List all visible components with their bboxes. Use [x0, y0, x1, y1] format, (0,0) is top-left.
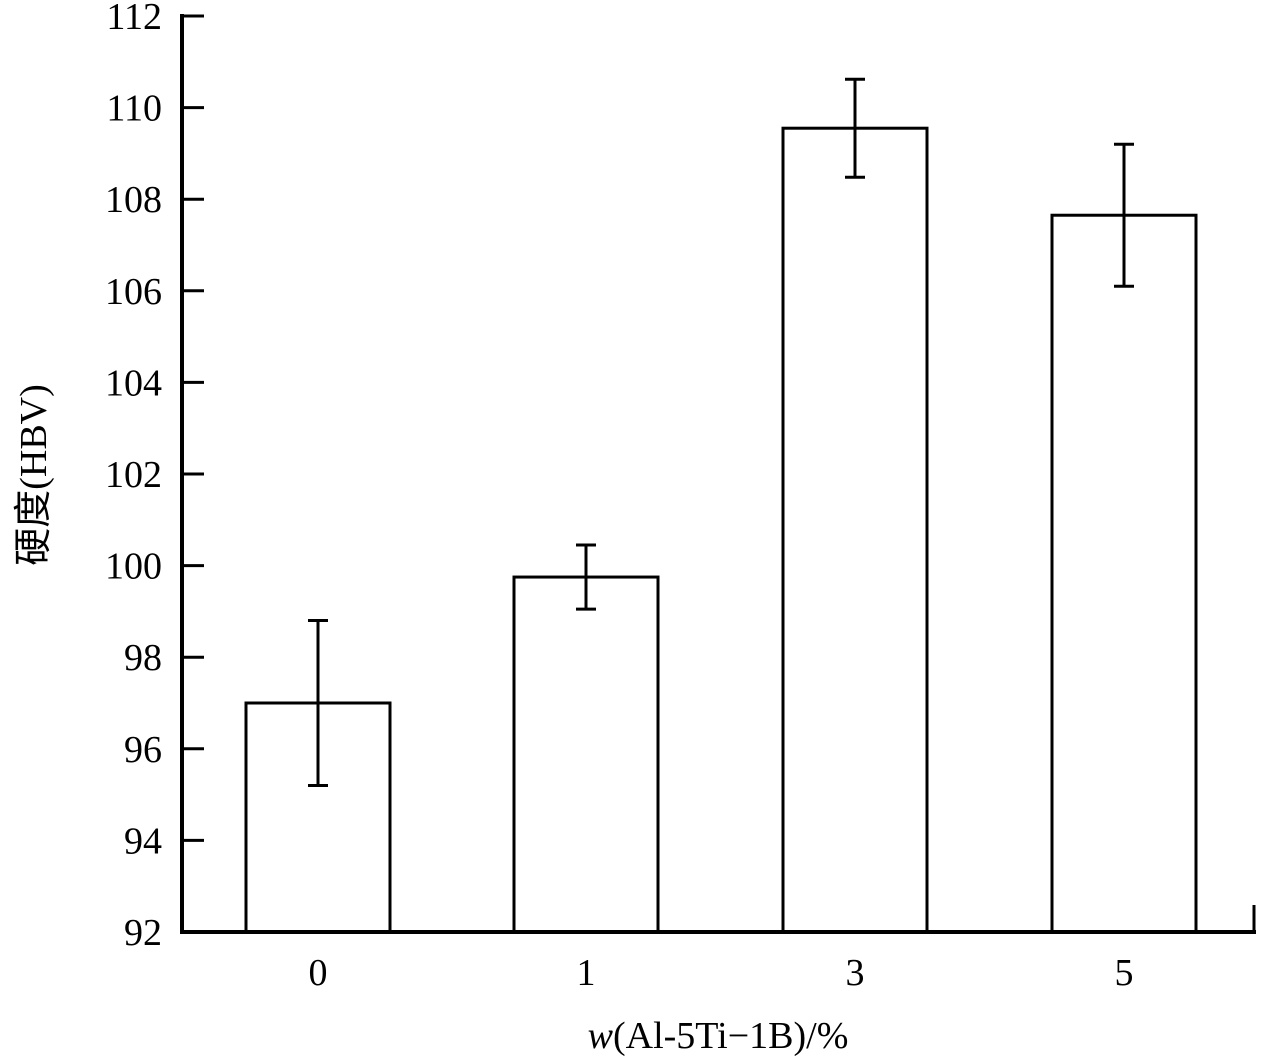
y-tick-label: 112	[106, 0, 162, 38]
y-tick-label: 106	[105, 271, 162, 313]
x-tick-label: 5	[1115, 952, 1134, 994]
y-tick-label: 92	[124, 912, 162, 954]
y-tick-label: 102	[105, 454, 162, 496]
y-tick-label: 94	[124, 820, 162, 862]
x-tick-label: 3	[846, 952, 865, 994]
y-tick-label: 96	[124, 729, 162, 771]
bar-1	[512, 575, 660, 934]
bars-layer	[244, 77, 1198, 934]
y-tick-label: 98	[124, 637, 162, 679]
x-axis-label: w(Al-5Ti−1B)/%	[588, 1015, 849, 1057]
y-tick-label: 108	[105, 179, 162, 221]
y-axis-label: 硬度(HBV)	[13, 384, 55, 566]
x-tick-label: 1	[577, 952, 596, 994]
error-bar-0	[308, 619, 328, 787]
error-bar-3	[845, 77, 865, 179]
y-ticks-layer: 92 94 96 98 100 102 104 106 108 110 112	[105, 0, 204, 954]
y-tick-label: 100	[105, 546, 162, 588]
y-tick-label: 104	[105, 362, 162, 404]
bar-3	[781, 126, 929, 934]
y-tick-label: 110	[106, 88, 162, 130]
error-bar-1	[576, 543, 596, 611]
bar-5	[1050, 213, 1198, 934]
x-ticks-layer: 0 1 3 5	[309, 952, 1134, 994]
x-tick-label: 0	[309, 952, 328, 994]
error-bar-5	[1114, 142, 1134, 288]
